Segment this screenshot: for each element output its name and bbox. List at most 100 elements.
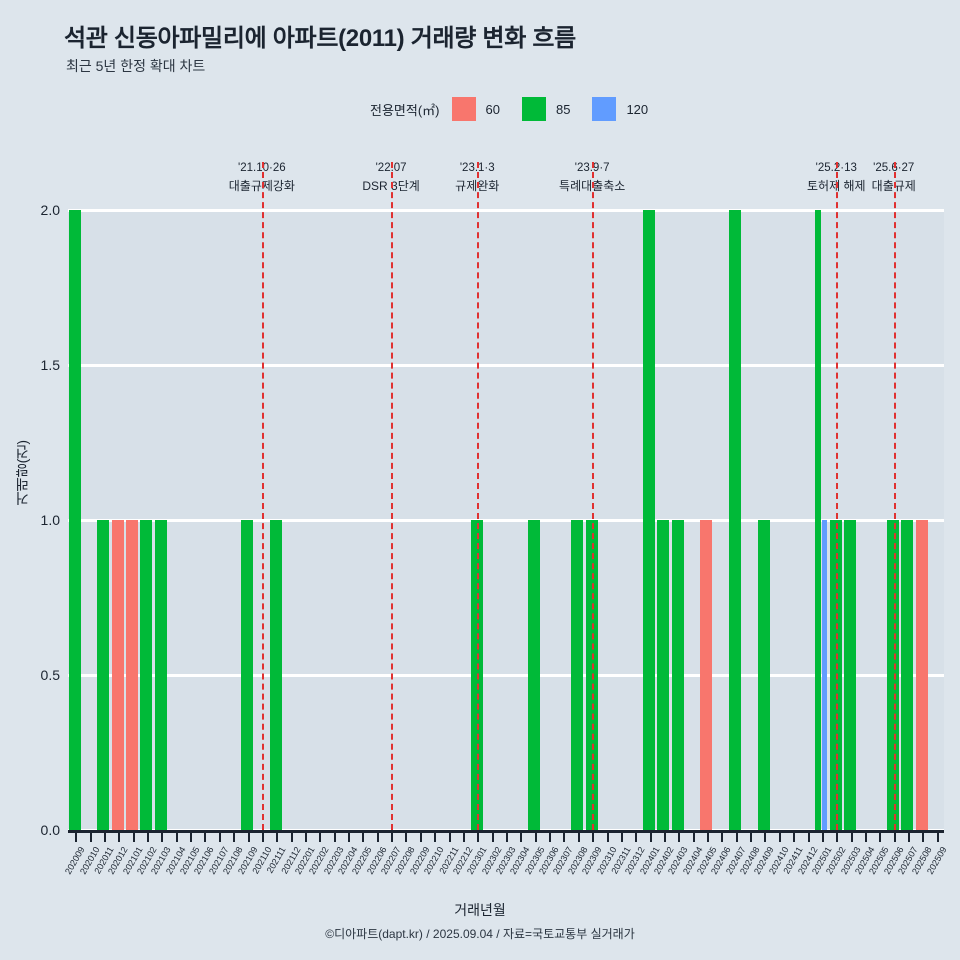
x-tick: [333, 833, 336, 842]
x-tick: [276, 833, 279, 842]
bar-202308-85: [571, 520, 584, 830]
x-tick: [721, 833, 724, 842]
x-tick: [405, 833, 408, 842]
x-tick: [707, 833, 710, 842]
gridline: [68, 363, 944, 367]
x-tick: [75, 833, 78, 842]
legend-label-60: 60: [485, 101, 500, 117]
x-axis-line: [68, 830, 944, 833]
x-tick: [89, 833, 92, 842]
bar-202409-85: [757, 520, 770, 830]
x-tick: [663, 833, 666, 842]
bar-202501-85: [815, 210, 821, 830]
legend-label-85: 85: [555, 101, 571, 117]
x-tick: [190, 833, 193, 842]
x-tick: [635, 833, 638, 842]
x-tick: [807, 833, 810, 842]
x-tick: [879, 833, 882, 842]
legend-swatch-120: [592, 97, 617, 121]
y-tick-label: 0.5: [40, 667, 60, 683]
y-tick-label: 2.0: [40, 202, 60, 218]
x-tick: [850, 833, 853, 842]
x-tick: [103, 833, 106, 842]
legend-swatch-85: [521, 97, 546, 121]
x-tick: [577, 833, 580, 842]
bar-202407-85: [729, 210, 742, 830]
page-subtitle: 최근 5년 한정 확대 차트: [66, 58, 206, 74]
x-tick: [506, 833, 508, 842]
x-tick: [118, 833, 121, 842]
x-tick: [549, 833, 552, 842]
bar-202501-120: [821, 520, 828, 830]
x-tick: [319, 833, 322, 842]
x-tick: [146, 833, 149, 842]
bar-202012-60: [111, 520, 124, 830]
bar-202103-85: [154, 520, 167, 830]
plot-area: [68, 162, 944, 832]
x-tick: [606, 833, 609, 842]
x-tick: [534, 833, 537, 842]
page-title: 석관 신동아파밀리에 아파트(2011) 거래량 변화 흐름: [64, 25, 576, 52]
bar-202102-85: [140, 520, 153, 830]
x-tick: [735, 833, 738, 842]
gridline: [68, 208, 944, 212]
event-date: '22.07: [375, 162, 407, 174]
x-tick: [477, 833, 480, 842]
event-line-202110: [261, 162, 264, 830]
legend-title: 전용면적(㎡): [370, 102, 440, 118]
bar-202309-85: [585, 520, 598, 830]
x-tick: [462, 833, 465, 842]
bar-202506-85: [887, 520, 900, 830]
bar-202403-85: [671, 520, 684, 830]
bar-202111-85: [269, 520, 282, 830]
x-tick: [391, 833, 394, 842]
bar-202301-85: [470, 520, 483, 830]
x-tick: [233, 833, 236, 842]
x-tick: [348, 833, 351, 842]
x-tick: [520, 833, 523, 842]
x-tick: [678, 833, 681, 842]
x-tick: [376, 833, 379, 842]
x-tick: [362, 833, 365, 842]
y-tick-label: 1.5: [40, 357, 60, 373]
bar-202101-60: [126, 520, 139, 830]
y-tick-label: 0.0: [40, 822, 60, 838]
bar-202405-60: [700, 520, 713, 830]
x-tick: [620, 833, 623, 842]
event-line-202207: [391, 162, 394, 830]
x-tick: [649, 833, 652, 842]
bar-202305-85: [528, 520, 541, 830]
x-tick: [218, 833, 221, 842]
bar-202503-85: [844, 520, 857, 830]
x-tick: [893, 833, 896, 842]
bar-202109-85: [240, 520, 253, 830]
x-tick: [793, 833, 796, 842]
x-tick: [922, 833, 925, 842]
x-tick: [434, 833, 437, 842]
bar-202011-85: [97, 520, 110, 830]
x-tick: [448, 833, 451, 842]
x-tick: [261, 833, 264, 842]
y-tick-label: 1.0: [40, 512, 60, 528]
event-line-202502: [836, 162, 839, 830]
bar-202402-85: [657, 520, 670, 830]
bar-202507-85: [901, 520, 914, 830]
event-line-202506: [893, 162, 896, 830]
y-axis-title: 거래량(건): [14, 440, 30, 506]
x-tick: [821, 833, 824, 842]
x-tick: [491, 833, 494, 842]
event-line-202309: [592, 162, 595, 830]
x-tick: [563, 833, 566, 842]
x-tick: [936, 833, 939, 842]
bar-202401-85: [643, 210, 655, 830]
x-tick: [304, 833, 307, 842]
x-tick: [908, 833, 911, 842]
x-tick: [161, 833, 164, 842]
bar-202502-85: [829, 520, 842, 830]
x-tick: [175, 833, 178, 842]
gridline: [68, 673, 944, 677]
x-tick: [132, 833, 135, 842]
x-axis-title: 거래년월: [454, 902, 506, 918]
x-tick: [592, 833, 595, 842]
bar-202009-85: [68, 210, 81, 830]
